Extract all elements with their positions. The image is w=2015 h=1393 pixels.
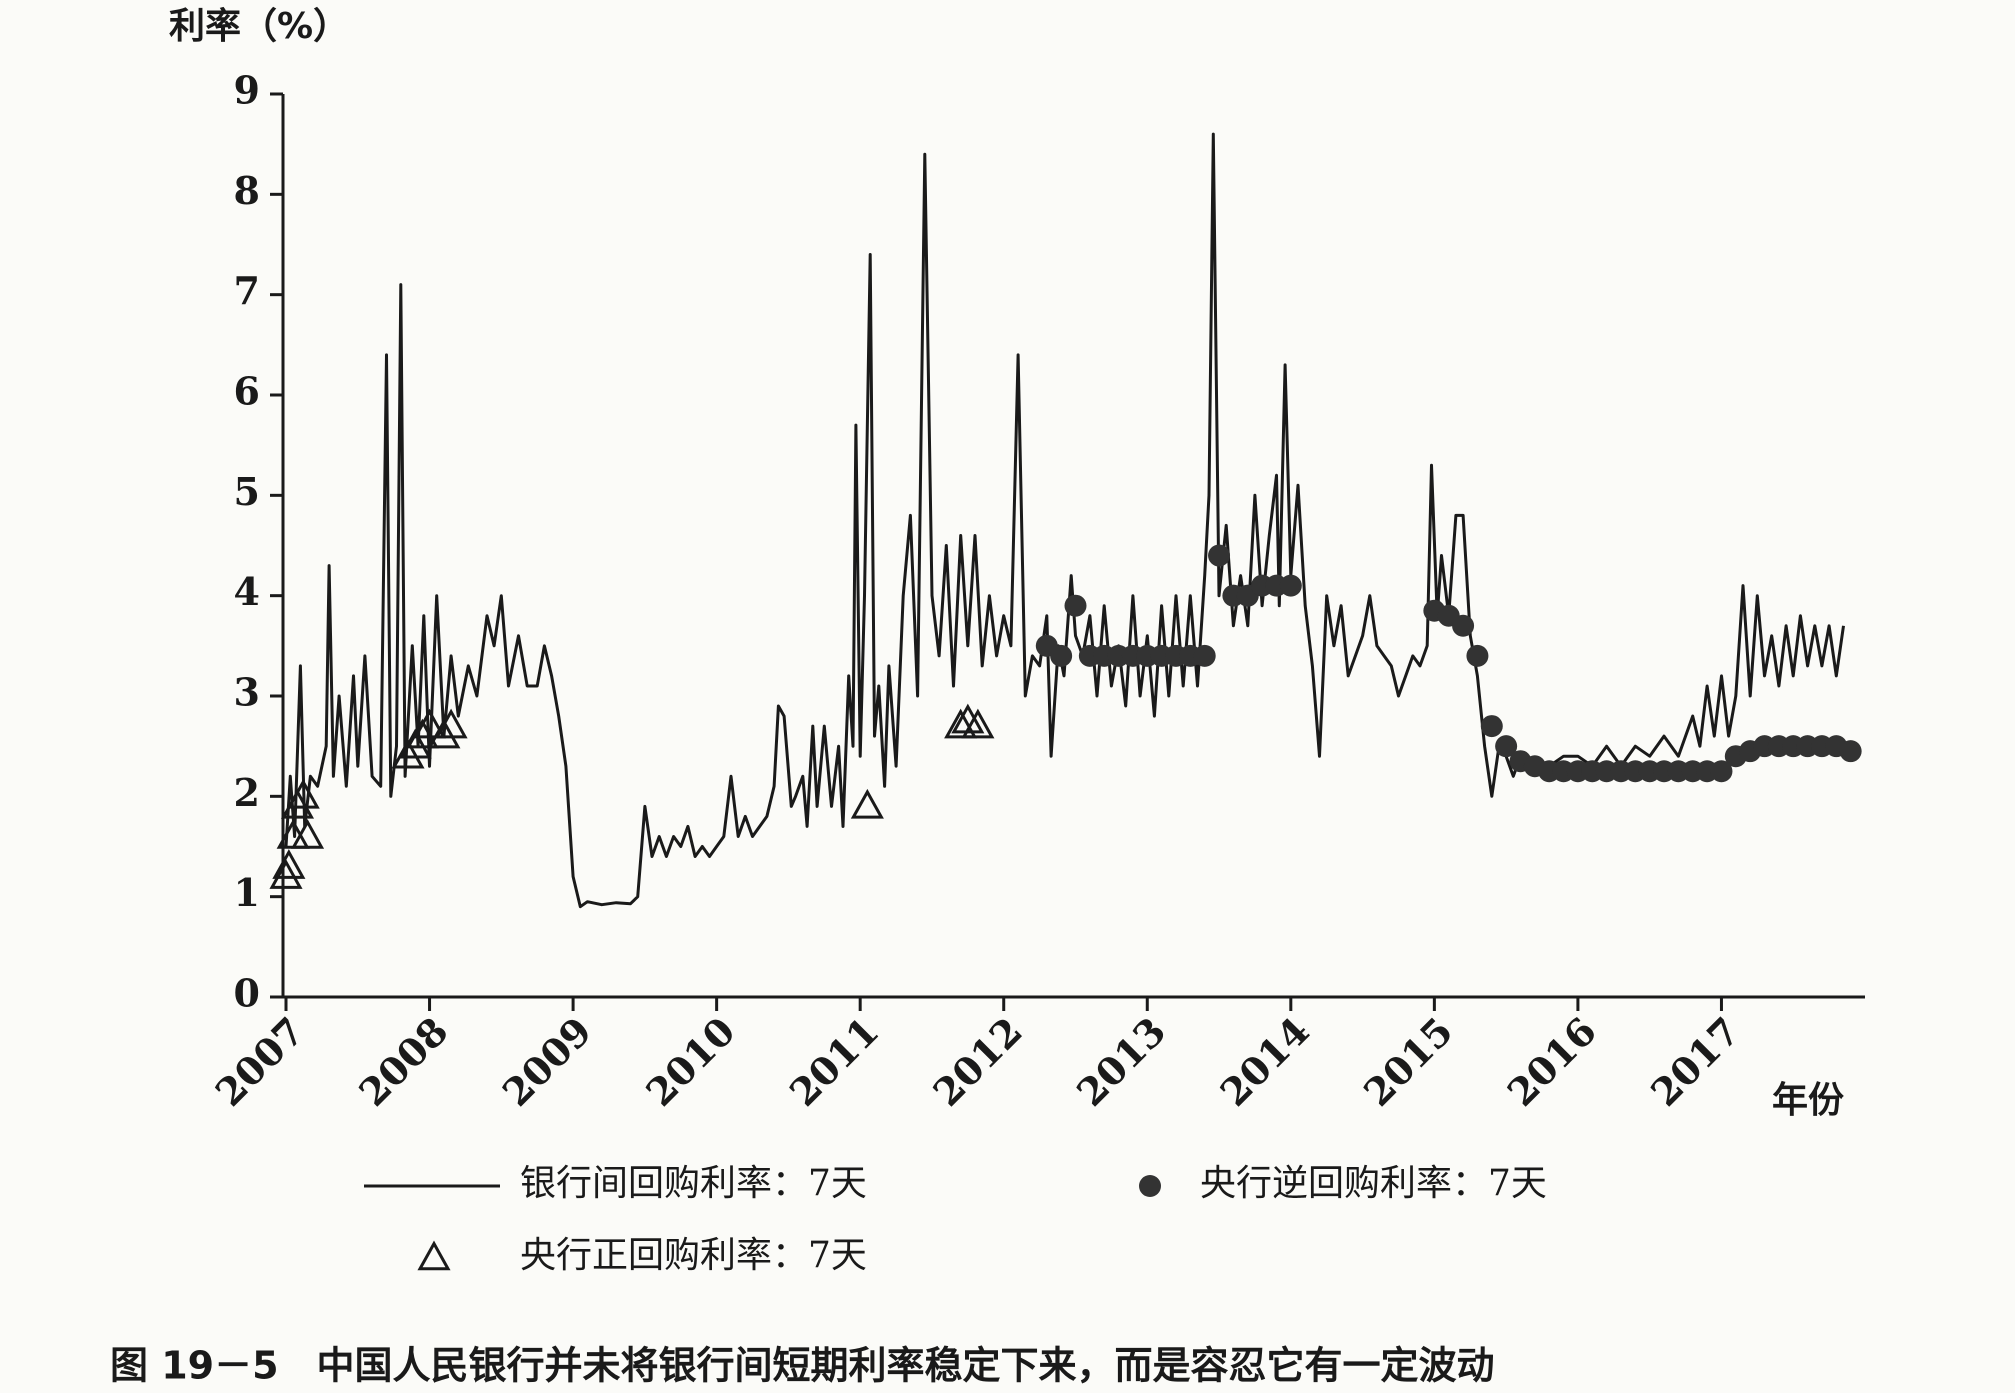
x-tick-label: 2011: [781, 1008, 888, 1115]
x-tick-label: 2008: [350, 1008, 457, 1115]
y-tick-label: 8: [234, 168, 260, 213]
dot-marker: [1208, 544, 1231, 567]
y-tick-label: 1: [234, 870, 260, 915]
x-tick-label: 2017: [1642, 1008, 1749, 1115]
y-tick-label: 3: [234, 670, 260, 715]
dot-marker: [1495, 735, 1518, 758]
y-tick-label: 7: [234, 268, 260, 313]
rate-line: [284, 132, 1845, 909]
triangle-marker: [434, 708, 468, 739]
y-tick-label: 0: [234, 971, 260, 1016]
dot-marker: [1710, 760, 1733, 783]
triangle-marker: [269, 859, 303, 889]
x-tick-label: 2015: [1355, 1008, 1462, 1115]
legend-label: 央行逆回购利率：7天: [1200, 1163, 1547, 1204]
dot-marker: [1279, 574, 1302, 597]
dot-marker: [1064, 594, 1087, 617]
dot-marker: [1839, 740, 1862, 763]
y-tick-label: 5: [234, 469, 260, 514]
x-tick-label: 2013: [1068, 1008, 1175, 1115]
caption: 图 19－5 中国人民银行并未将银行间短期利率稳定下来，而是容忍它有一定波动: [110, 1344, 1495, 1388]
dot-marker: [1466, 644, 1489, 667]
dot-marker: [1050, 644, 1073, 667]
x-axis-label: 年份: [1772, 1080, 1844, 1121]
y-tick-label: 9: [234, 68, 260, 113]
triangle-marker: [272, 849, 306, 879]
triangle-marker: [290, 818, 325, 849]
triangle-marker: [850, 788, 884, 819]
legend-swatch: [417, 1240, 451, 1271]
plot-area: 0 1 2 3 4 5 6 7 8 9 2007 2008 2009 2010 2011 2012 2013 20…: [206, 68, 1865, 1115]
dot-marker: [1452, 614, 1475, 637]
x-tick-label: 2009: [494, 1008, 601, 1115]
dot-marker: [1193, 644, 1216, 667]
y-tick-label: 4: [234, 569, 260, 614]
dot-marker: [1480, 715, 1503, 738]
legend-swatch: [1139, 1175, 1161, 1197]
triangle-marker: [944, 708, 978, 739]
x-tick-label: 2014: [1211, 1008, 1318, 1115]
legend-label: 央行正回购利率：7天: [520, 1235, 867, 1276]
x-tick-label: 2012: [924, 1008, 1031, 1115]
x-tick-label: 2010: [637, 1008, 744, 1115]
y-tick-label: 2: [234, 770, 260, 815]
y-axis-label: 利率（%）: [169, 6, 349, 47]
triangle-marker: [286, 778, 320, 809]
y-tick-label: 6: [234, 369, 260, 414]
x-tick-label: 2016: [1498, 1008, 1605, 1115]
x-tick-label: 2007: [206, 1008, 313, 1115]
triangle-marker: [961, 708, 995, 739]
triangle-marker: [412, 708, 447, 739]
legend-label: 银行间回购利率：7天: [520, 1163, 867, 1204]
